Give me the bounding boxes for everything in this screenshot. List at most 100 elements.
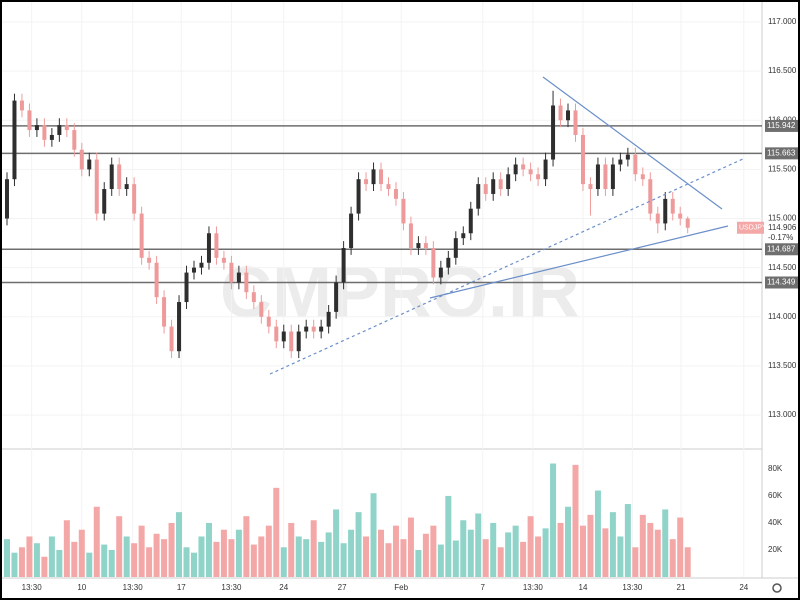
candle-body — [655, 213, 660, 224]
volume-bar — [86, 552, 93, 577]
candle-body — [633, 154, 638, 175]
volume-bar — [557, 522, 564, 577]
volume-bar — [422, 533, 429, 577]
candle-body — [139, 213, 144, 258]
candle-body — [72, 130, 77, 150]
candle-body — [19, 100, 24, 111]
candle-body — [461, 233, 466, 239]
volume-bar — [639, 514, 646, 577]
volume-bar — [213, 541, 220, 577]
volume-bar — [370, 493, 377, 577]
x-tick-label: 17 — [177, 583, 186, 592]
volume-bar — [520, 541, 527, 577]
volume-bar — [71, 541, 78, 577]
candle-body — [289, 331, 294, 352]
candle-body — [281, 331, 286, 342]
volume-bar — [579, 525, 586, 577]
candle-body — [506, 174, 511, 190]
candle-body — [266, 316, 271, 327]
level-label-box — [765, 119, 798, 132]
candle-body — [431, 247, 436, 278]
volume-bar — [587, 514, 594, 577]
candle-body — [416, 243, 421, 248]
candle-body — [573, 110, 578, 135]
level-label-box — [765, 147, 798, 160]
volume-bar — [400, 539, 407, 577]
volume-bar — [11, 552, 18, 577]
candle-body — [371, 169, 376, 185]
candle-body — [558, 105, 563, 121]
volume-bar — [445, 495, 452, 577]
candle-body — [663, 198, 668, 224]
candle-body — [27, 110, 32, 131]
candle-body — [169, 326, 174, 352]
candle-body — [364, 179, 369, 185]
candle-body — [528, 169, 533, 175]
candle-body — [349, 213, 354, 248]
candle-body — [356, 179, 361, 214]
candle-body — [341, 247, 346, 283]
volume-bar — [138, 525, 145, 577]
level-label: 115.663 — [767, 148, 796, 157]
candle-body — [468, 208, 473, 234]
candle-body — [625, 154, 630, 160]
settings-icon[interactable] — [772, 583, 782, 593]
volume-bar — [363, 536, 370, 577]
y-tick-label: 116.000 — [768, 115, 797, 124]
candle-body — [311, 326, 316, 332]
candle-body — [476, 184, 481, 209]
volume-bar — [101, 544, 108, 577]
candle-body — [543, 159, 548, 180]
x-tick-label: 13:30 — [123, 583, 144, 592]
volume-tick-label: 40K — [768, 518, 783, 527]
candle-body — [670, 198, 675, 214]
volume-bar — [565, 506, 572, 577]
volume-bar — [430, 525, 437, 577]
candle-body — [191, 267, 196, 273]
candle-body — [79, 149, 84, 170]
candle-body — [49, 134, 54, 140]
candle-body — [393, 189, 398, 199]
candle-body — [408, 223, 413, 248]
volume-bar — [26, 536, 33, 577]
candle-body — [438, 267, 443, 278]
candle-body — [184, 272, 189, 303]
candle-body — [319, 326, 324, 332]
candle-body — [124, 184, 129, 190]
last-price-label: 114.906 — [768, 223, 797, 232]
candle-body — [64, 125, 69, 131]
volume-bar — [535, 536, 542, 577]
volume-bar — [116, 516, 123, 577]
candle-body — [648, 179, 653, 214]
candle-body — [42, 125, 47, 140]
level-label-box — [765, 276, 798, 289]
volume-bar — [153, 533, 160, 577]
change-label: -0.17% — [768, 233, 793, 242]
volume-bar — [273, 487, 280, 577]
candle-body — [423, 243, 428, 248]
volume-bar — [505, 532, 512, 577]
volume-bar — [123, 536, 130, 577]
volume-bar — [198, 536, 205, 577]
candle-body — [453, 238, 458, 258]
candle-body — [401, 198, 406, 224]
candle-body — [580, 134, 585, 185]
y-tick-label: 115.500 — [768, 164, 797, 173]
volume-bar — [378, 529, 385, 577]
volume-bar — [512, 525, 519, 577]
volume-bar — [340, 543, 347, 577]
volume-bar — [654, 529, 661, 577]
candle-body — [259, 302, 264, 317]
candle-body — [199, 262, 204, 268]
candle-body — [304, 326, 309, 332]
y-tick-label: 115.000 — [768, 214, 797, 223]
candle-body — [334, 282, 339, 312]
candle-body — [618, 159, 623, 165]
volume-bar — [624, 504, 631, 577]
x-tick-label: 13:30 — [622, 583, 643, 592]
candle-body — [94, 159, 99, 214]
volume-bar — [677, 517, 684, 577]
volume-bar — [41, 556, 48, 577]
volume-bar — [280, 547, 287, 577]
y-tick-label: 117.000 — [768, 17, 797, 26]
